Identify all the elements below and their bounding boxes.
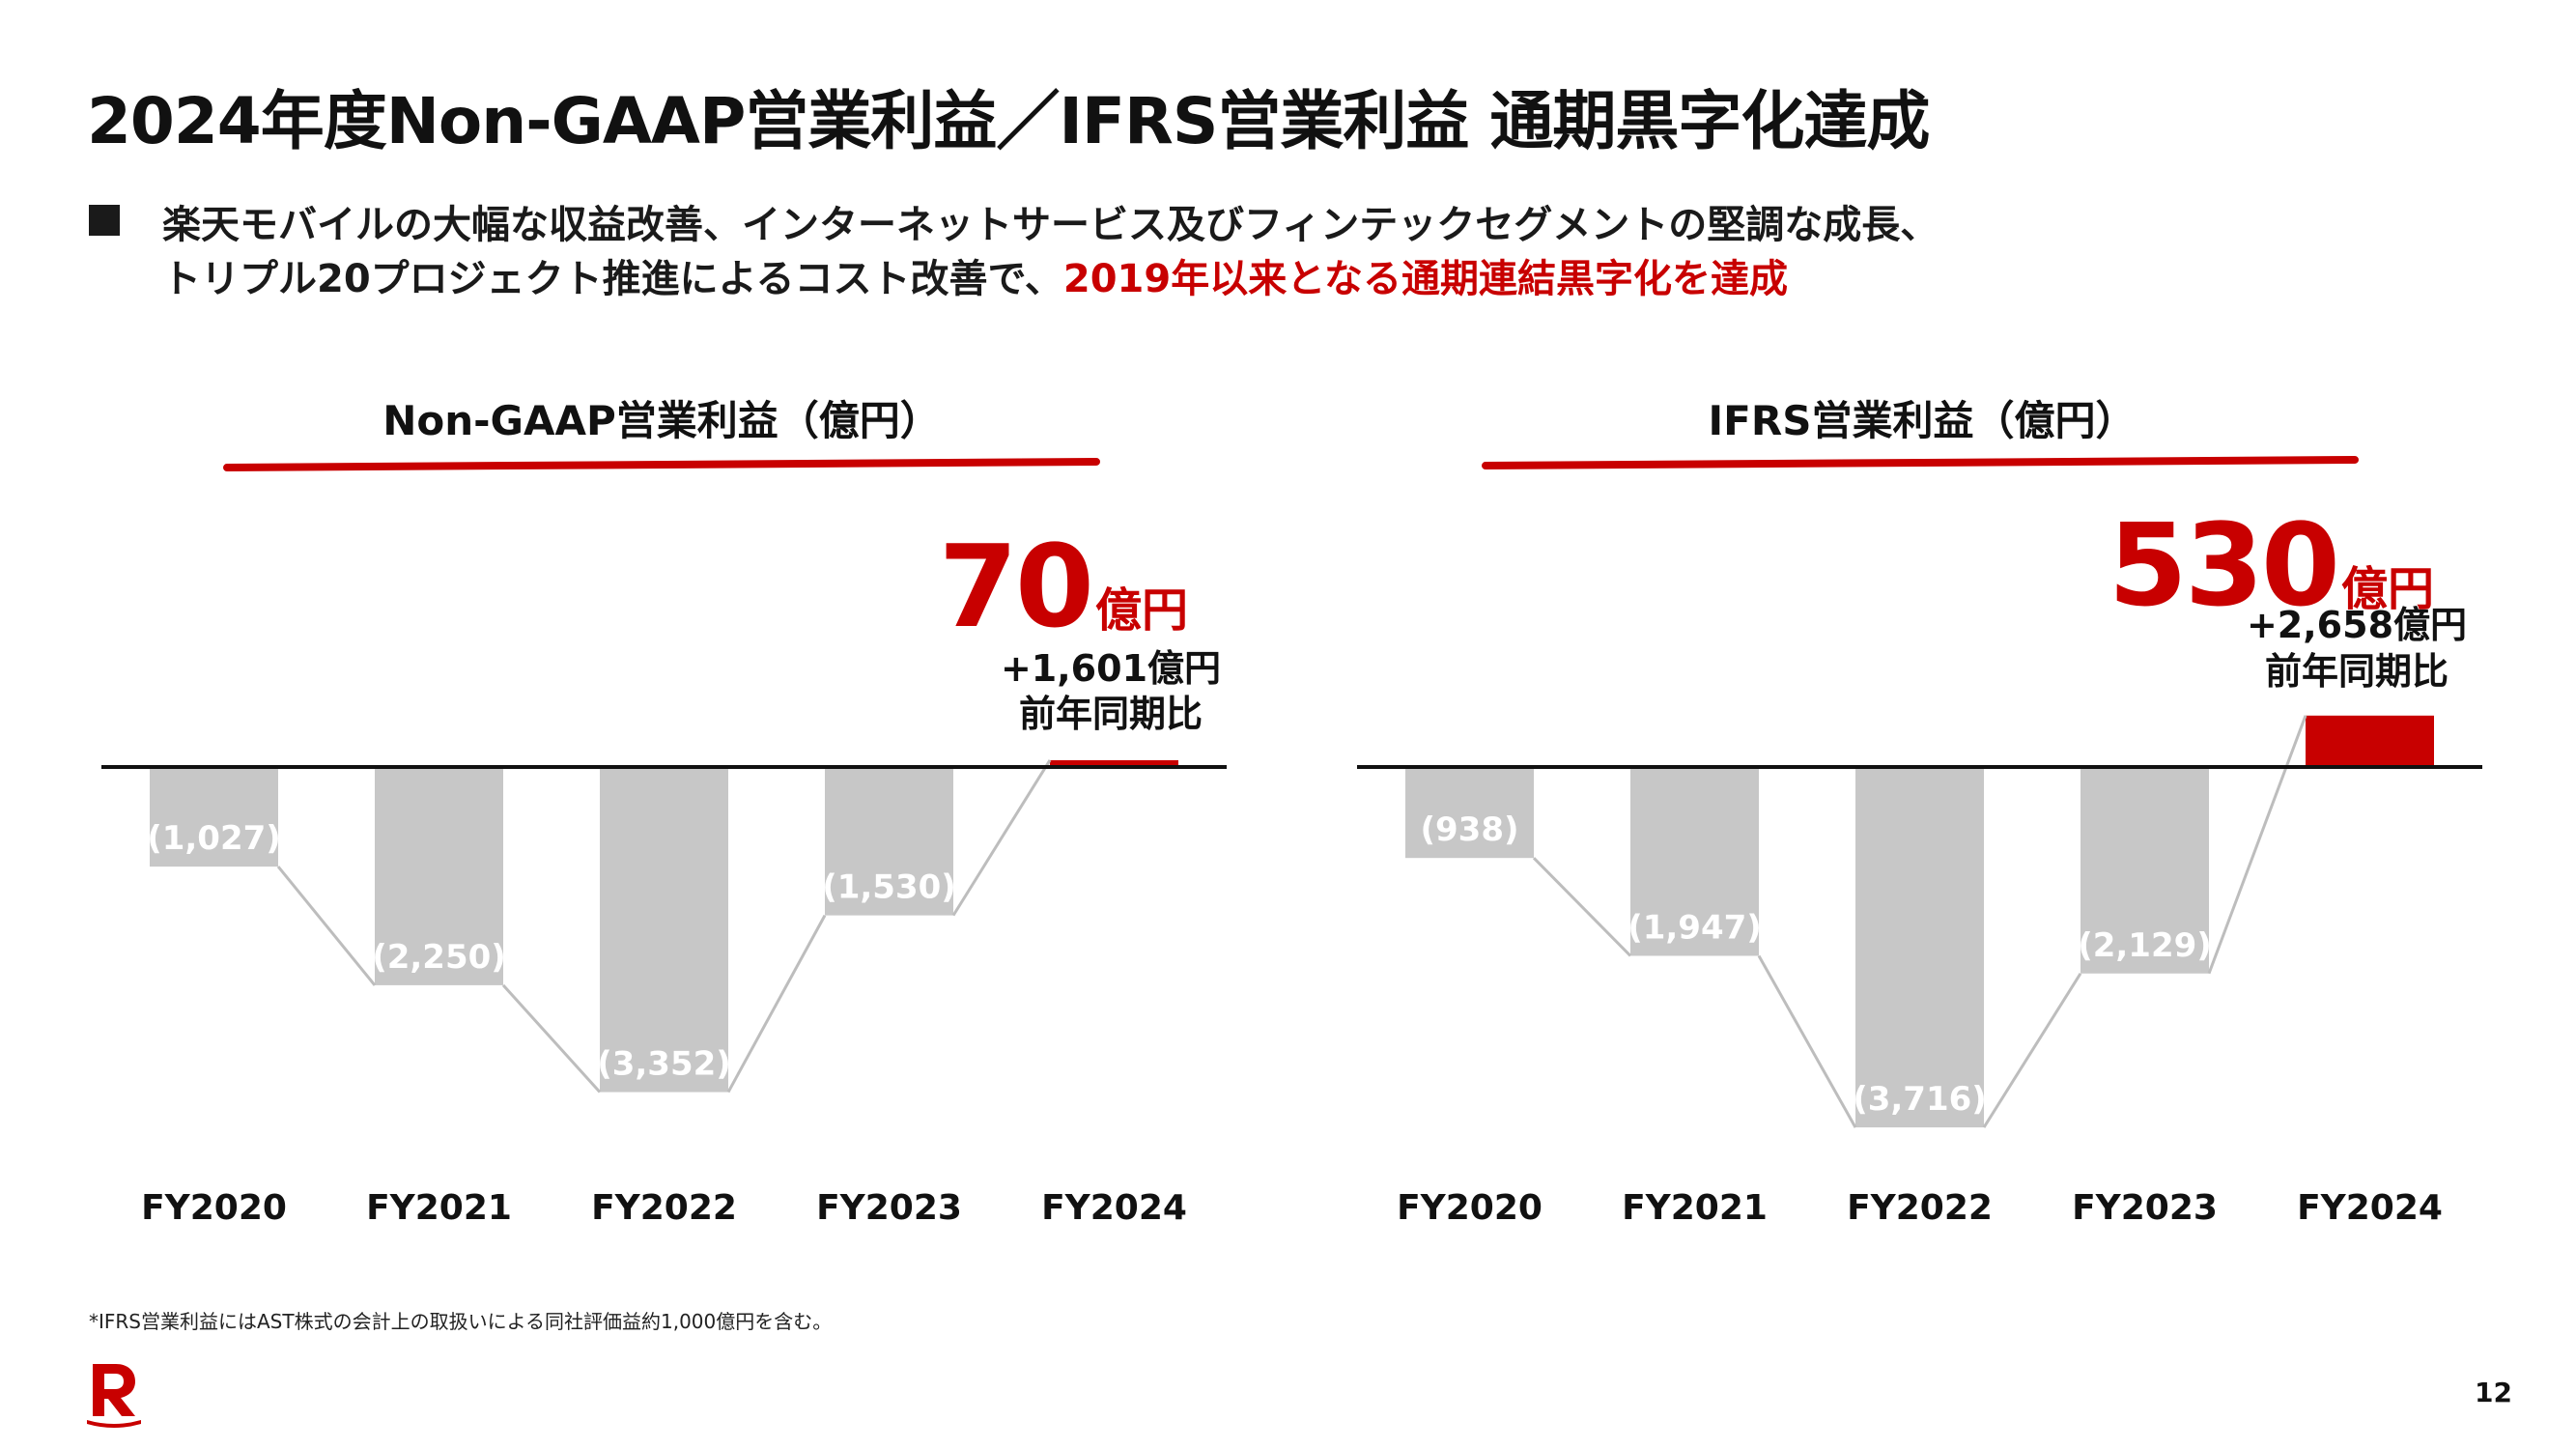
- non-gaap-bar-FY2024: [1050, 759, 1178, 767]
- non-gaap-tick-FY2021: FY2021: [366, 1188, 512, 1228]
- ifrs-connector-3: [1982, 972, 2082, 1128]
- chart-title-ifrs: IFRS営業利益（億円）: [1708, 397, 2137, 444]
- non-gaap-connector-4: [951, 759, 1052, 917]
- subtitle-line-2-prefix: トリプル20プロジェクト推進によるコスト改善で、: [162, 257, 1063, 301]
- subtitle-line-1: 楽天モバイルの大幅な収益改善、インターネットサービス及びフィンテックセグメントの…: [162, 203, 1939, 247]
- ifrs-connector-4: [2207, 715, 2307, 975]
- non-gaap-callout-change: +1,601億円: [1001, 647, 1221, 690]
- ifrs-title-underline: [1482, 456, 2359, 469]
- non-gaap-bar-FY2023: [825, 767, 953, 916]
- ifrs-value-label-FY2022: (3,716): [1853, 1080, 1987, 1119]
- page-title: 2024年度Non-GAAP営業利益／IFRS営業利益 通期黒字化達成: [87, 84, 1930, 158]
- chart-title-non-gaap: Non-GAAP営業利益（億円）: [382, 397, 941, 444]
- ifrs-callout-change-label: 前年同期比: [2265, 650, 2449, 693]
- rakuten-r-logo-icon: [87, 1364, 141, 1428]
- ifrs-value-label-FY2020: (938): [1420, 810, 1518, 849]
- non-gaap-value-label-FY2022: (3,352): [597, 1045, 731, 1084]
- non-gaap-value-label-FY2020: (1,027): [147, 819, 281, 858]
- non-gaap-tick-FY2020: FY2020: [141, 1188, 287, 1228]
- non-gaap-value-label-FY2021: (2,250): [372, 938, 506, 977]
- ifrs-tick-FY2024: FY2024: [2297, 1188, 2443, 1228]
- ifrs-connector-2: [1757, 954, 1857, 1128]
- page-number: 12: [2475, 1377, 2512, 1408]
- non-gaap-connector-1: [276, 866, 377, 986]
- ifrs-value-label-FY2021: (1,947): [1628, 908, 1762, 947]
- non-gaap-connector-3: [726, 914, 827, 1094]
- ifrs-connector-1: [1532, 857, 1632, 957]
- ifrs-tick-FY2021: FY2021: [1622, 1188, 1768, 1228]
- non-gaap-callout-change-label: 前年同期比: [1019, 693, 1203, 735]
- non-gaap-tick-FY2024: FY2024: [1041, 1188, 1187, 1228]
- ifrs-callout-unit: 億円: [2341, 562, 2434, 616]
- non-gaap-connector-2: [501, 983, 602, 1094]
- non-gaap-tick-FY2022: FY2022: [591, 1188, 737, 1228]
- bullet-square-icon: [89, 205, 120, 236]
- non-gaap-tick-FY2023: FY2023: [816, 1188, 962, 1228]
- ifrs-bar-FY2021: [1630, 767, 1759, 956]
- footnote: *IFRS営業利益にはAST株式の会計上の取扱いによる同社評価益約1,000億円…: [89, 1310, 833, 1333]
- non-gaap-title-underline: [223, 458, 1100, 471]
- ifrs-bar-FY2023: [2081, 767, 2209, 974]
- ifrs-tick-FY2023: FY2023: [2072, 1188, 2218, 1228]
- ifrs-callout-value: 530: [2109, 498, 2337, 632]
- non-gaap-bar-FY2022: [600, 767, 728, 1093]
- non-gaap-bar-FY2021: [375, 767, 503, 985]
- ifrs-value-label-FY2023: (2,129): [2078, 926, 2212, 965]
- ifrs-tick-FY2020: FY2020: [1397, 1188, 1543, 1228]
- subtitle-line-2-highlight: 2019年以来となる通期連結黒字化を達成: [1062, 257, 1789, 301]
- ifrs-bar-FY2022: [1855, 767, 1984, 1128]
- non-gaap-value-label-FY2023: (1,530): [822, 868, 956, 907]
- ifrs-bar-FY2020: [1405, 767, 1534, 859]
- ifrs-callout-change: +2,658億円: [2247, 604, 2467, 646]
- subtitle-line-2: トリプル20プロジェクト推進によるコスト改善で、2019年以来となる通期連結黒字…: [162, 247, 1788, 303]
- ifrs-tick-FY2022: FY2022: [1847, 1188, 1993, 1228]
- ifrs-bar-FY2024: [2306, 715, 2434, 767]
- non-gaap-callout-unit: 億円: [1095, 583, 1188, 638]
- non-gaap-callout-value: 70: [939, 520, 1091, 653]
- non-gaap-bar-FY2020: [150, 767, 278, 867]
